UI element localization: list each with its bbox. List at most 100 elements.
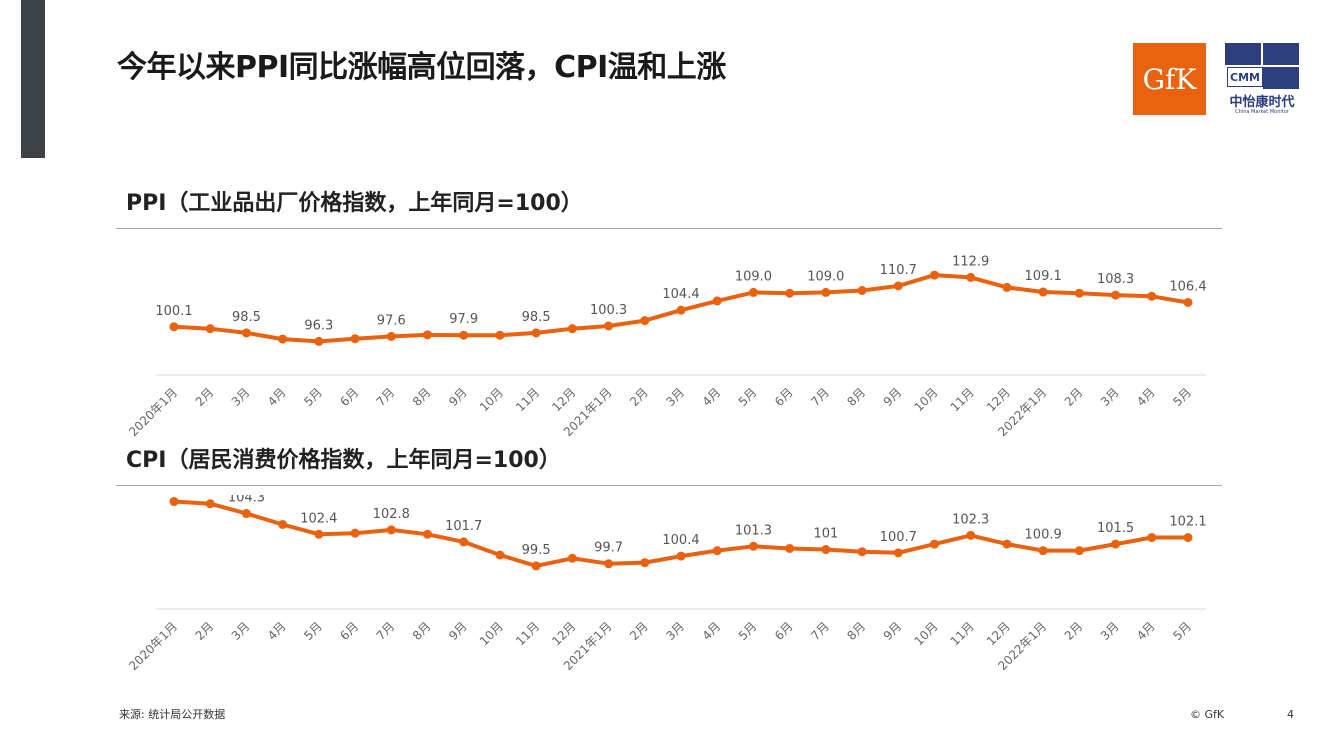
gfk-logo: GfK: [1133, 43, 1206, 115]
ppi-data-label: 106.4: [1169, 279, 1206, 294]
ppi-tick-label: 5月: [736, 385, 760, 409]
ppi-tick-label: 8月: [844, 385, 868, 409]
ppi-tick-label: 6月: [337, 385, 361, 409]
side-accent-bar: [21, 0, 45, 158]
cpi-data-label: 102.1: [1169, 515, 1206, 530]
cpi-tick-label: 8月: [410, 619, 434, 643]
ppi-data-point: [314, 336, 324, 346]
cmm-logo-mark: CMM: [1225, 43, 1299, 89]
cpi-tick-label: 4月: [1134, 619, 1158, 643]
ppi-tick-label: 3月: [1098, 385, 1122, 409]
ppi-data-point: [169, 322, 179, 332]
cpi-tick-label: 4月: [700, 619, 724, 643]
ppi-title-rule: [116, 228, 1222, 229]
cpi-tick-label: 10月: [911, 619, 940, 648]
cmm-logo-chinese: 中怡康时代: [1229, 95, 1295, 110]
ppi-chart-title: PPI（工业品出厂价格指数，上年同月=100）: [126, 191, 583, 216]
cpi-title-rule: [116, 485, 1222, 486]
ppi-tick-label: 4月: [265, 385, 289, 409]
cpi-data-point: [857, 547, 867, 557]
ppi-tick-label: 2月: [627, 385, 651, 409]
ppi-tick-label: 5月: [301, 385, 325, 409]
source-note: 来源: 统计局公开数据: [119, 708, 226, 721]
cpi-tick-label: 6月: [772, 619, 796, 643]
ppi-tick-label: 3月: [663, 385, 687, 409]
ppi-tick-label: 3月: [229, 385, 253, 409]
cpi-tick-label: 12月: [984, 619, 1013, 648]
ppi-data-label: 100.1: [155, 304, 192, 319]
cmm-logo-text: CMM: [1230, 70, 1260, 84]
cpi-tick-label: 8月: [844, 619, 868, 643]
cmm-logo-english: China Market Monitor: [1235, 109, 1289, 115]
cpi-tick-label: 9月: [446, 619, 470, 643]
cpi-data-point: [205, 499, 215, 509]
cpi-data-point: [278, 519, 288, 529]
ppi-data-point: [857, 286, 867, 295]
cpi-data-label: 102.8: [373, 507, 410, 522]
cpi-data-label: 100.7: [880, 530, 917, 545]
ppi-data-point: [604, 321, 614, 331]
ppi-tick-label: 5月: [1170, 385, 1194, 409]
cpi-tick-label: 2月: [627, 619, 651, 643]
ppi-data-point: [640, 316, 650, 326]
ppi-data-point: [1147, 291, 1157, 301]
ppi-tick-label: 9月: [881, 385, 905, 409]
cmm-logo-box: CMM: [1227, 67, 1263, 87]
ppi-data-label: 97.9: [449, 312, 478, 327]
cpi-tick-label: 2月: [1062, 619, 1086, 643]
ppi-data-point: [205, 324, 215, 334]
ppi-tick-label: 6月: [772, 385, 796, 409]
cpi-data-label: 100.9: [1025, 528, 1062, 543]
ppi-tick-label: 2020年1月: [126, 385, 180, 439]
cpi-tick-label: 5月: [301, 619, 325, 643]
ppi-data-point: [386, 331, 396, 341]
ppi-data-point: [930, 270, 939, 280]
ppi-tick-label: 7月: [808, 385, 832, 409]
cpi-data-point: [1183, 533, 1193, 543]
copyright: © GfK: [1190, 708, 1225, 721]
cpi-tick-label: 7月: [808, 619, 832, 643]
ppi-data-label: 110.7: [880, 263, 917, 278]
ppi-data-label: 112.9: [952, 254, 989, 269]
ppi-data-point: [893, 281, 903, 291]
cpi-data-point: [386, 525, 396, 535]
cpi-tick-label: 2月: [193, 619, 217, 643]
cpi-data-label: 101: [813, 527, 838, 542]
cpi-data-point: [893, 548, 903, 558]
cpi-tick-label: 2020年1月: [126, 619, 180, 673]
ppi-tick-label: 7月: [374, 385, 398, 409]
cpi-data-point: [459, 537, 469, 547]
ppi-data-point: [748, 287, 758, 297]
cpi-data-point: [821, 545, 831, 555]
ppi-tick-label: 12月: [549, 385, 578, 414]
page-number: 4: [1287, 708, 1294, 721]
cpi-data-point: [676, 551, 686, 561]
ppi-tick-label: 4月: [1134, 385, 1158, 409]
cpi-data-point: [1147, 533, 1157, 543]
cpi-data-point: [1002, 539, 1012, 549]
cpi-data-point: [350, 528, 360, 538]
cpi-data-point: [567, 553, 577, 563]
cpi-data-point: [169, 497, 179, 507]
ppi-data-point: [821, 287, 831, 297]
cpi-tick-label: 12月: [549, 619, 578, 648]
cpi-data-point: [785, 543, 795, 553]
ppi-tick-label: 10月: [911, 385, 940, 414]
cpi-tick-label: 11月: [948, 619, 977, 648]
ppi-tick-label: 10月: [477, 385, 506, 414]
ppi-tick-label: 11月: [513, 385, 542, 414]
ppi-data-label: 109.0: [807, 269, 844, 284]
cpi-data-point: [712, 546, 722, 556]
cpi-data-point: [423, 529, 432, 539]
ppi-data-point: [459, 330, 469, 340]
ppi-data-point: [785, 288, 795, 298]
ppi-data-label: 96.3: [304, 318, 333, 333]
cpi-data-label: 101.5: [1097, 521, 1134, 536]
ppi-data-label: 109.0: [735, 269, 772, 284]
cpi-data-point: [241, 509, 251, 519]
cpi-tick-label: 6月: [337, 619, 361, 643]
cpi-data-point: [314, 529, 324, 539]
ppi-tick-label: 11月: [948, 385, 977, 414]
cpi-data-label: 104.3: [228, 495, 265, 506]
cpi-data-label: 100.4: [662, 533, 699, 548]
